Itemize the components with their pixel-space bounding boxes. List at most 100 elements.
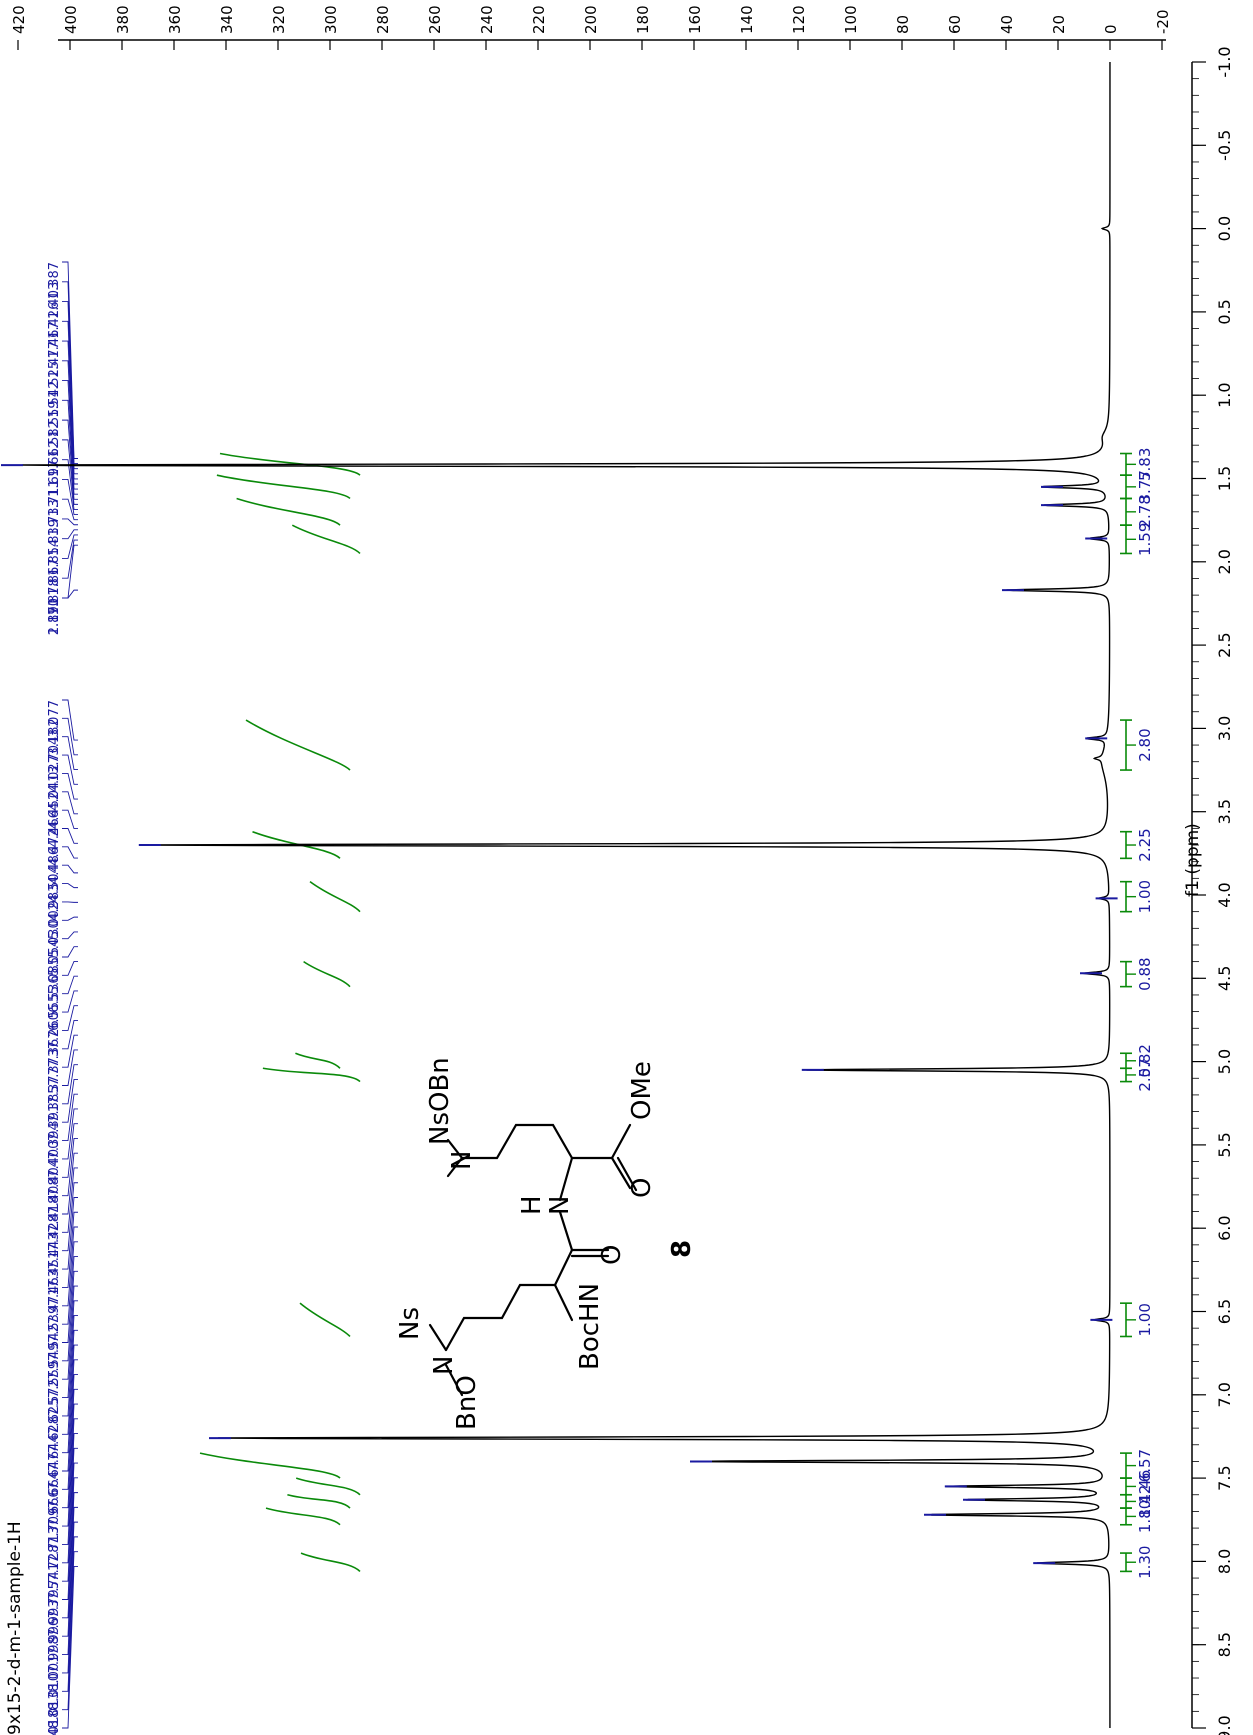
- peak-leader: [62, 478, 78, 516]
- peak-label: 1.697: [47, 460, 62, 497]
- peak-label: 1.582: [47, 420, 62, 457]
- structure-bond: [428, 1323, 448, 1352]
- structure-label-ns-top: Ns: [425, 1112, 455, 1145]
- structure-bond: [553, 1283, 574, 1322]
- intensity-tick-label: 160: [686, 5, 704, 34]
- integral-value-label: 1.80: [1136, 1500, 1154, 1533]
- integral-curve: [199, 1452, 341, 1479]
- peak-leader: [62, 1152, 78, 1215]
- integral-value-label: 1.00: [1136, 1303, 1154, 1336]
- peak-label: 2.170: [47, 598, 62, 635]
- integral-value-label: 5.83: [1136, 448, 1154, 481]
- peak-leader: [62, 1565, 78, 1729]
- peak-label: 1.559: [47, 400, 62, 437]
- integral-brackets: 5.833.772.781.59 2.80 2.25 1.00 0.88 0.822.57…: [1120, 448, 1154, 1579]
- peak-label: 7.391: [47, 1104, 62, 1141]
- structure-label-bno: BnO: [452, 1375, 482, 1430]
- integral-value-label: 1.46: [1136, 1470, 1154, 1503]
- peak-label: 1.711: [47, 479, 62, 516]
- peak-label: 4.027: [47, 755, 62, 792]
- peak-label: 7.451: [47, 1251, 62, 1288]
- peak-leader: [62, 399, 78, 495]
- peak-leader: [62, 1433, 78, 1564]
- peak-leader: [62, 459, 78, 510]
- peak-leader: [62, 1226, 78, 1307]
- integral-curve: [265, 1507, 341, 1526]
- peak-leader: [62, 1536, 78, 1692]
- peak-leader: [62, 1064, 78, 1105]
- peak-label: 8.024: [47, 1728, 62, 1735]
- integral-value-label: 0.82: [1136, 1044, 1154, 1077]
- figure-label: 9x15-2-d-m-1-sample-1H: [5, 1521, 25, 1735]
- peak-label: 1.733: [47, 499, 62, 536]
- peak-label: 7.260: [47, 1012, 62, 1049]
- peak-leader: [62, 1256, 78, 1343]
- structure-bond: [616, 1156, 638, 1192]
- peak-label: 8.018: [47, 1710, 62, 1735]
- peak-leader: [62, 1034, 78, 1068]
- intensity-tick-label: 180: [634, 5, 652, 34]
- peak-leader: [62, 1182, 78, 1252]
- intensity-tick-label: 340: [218, 5, 236, 34]
- peak-leader: [62, 1211, 78, 1288]
- peak-label: 7.713: [47, 1526, 62, 1563]
- peak-leader: [62, 1049, 78, 1086]
- ppm-tick-label: 4.5: [1215, 966, 1234, 991]
- peak-label-column: 1.3871.4031.4261.4671.4771.5251.5421.559…: [47, 261, 78, 1735]
- peak-leader: [62, 960, 78, 976]
- peak-leader: [62, 1506, 78, 1656]
- intensity-tick-label: 220: [530, 5, 548, 34]
- peak-leader: [62, 1300, 78, 1399]
- peak-label: 7.628: [47, 1416, 62, 1453]
- structure-label-n-top: N: [447, 1151, 477, 1170]
- peak-leader: [62, 772, 78, 800]
- peak-leader: [62, 916, 78, 921]
- peak-label: 7.418: [47, 1196, 62, 1233]
- peak-label: 1.867: [47, 558, 62, 595]
- peak-leader: [62, 1019, 78, 1050]
- peak-label: 7.664: [47, 1471, 62, 1508]
- intensity-tick-label: 0: [1102, 24, 1120, 34]
- intensity-tick-label: 380: [114, 5, 132, 34]
- peak-leader: [62, 736, 78, 771]
- peak-label: 7.404: [47, 1159, 62, 1196]
- structure-bond: [610, 1156, 632, 1190]
- ppm-tick-label: 2.0: [1215, 549, 1234, 574]
- structure-bond: [553, 1248, 574, 1287]
- peak-label: 1.387: [47, 262, 62, 299]
- peak-label: 3.077: [47, 700, 62, 737]
- integral-value-label: 1.42: [1136, 1485, 1154, 1518]
- integral-value-label: 0.88: [1136, 957, 1154, 990]
- integral-curve: [303, 960, 351, 988]
- structure-label-o-amide: O: [597, 1245, 627, 1265]
- intensity-tick-label: 100: [842, 5, 860, 34]
- peak-label: 4.504: [47, 865, 62, 902]
- peak-leader: [62, 809, 78, 830]
- intensity-tick-label: 60: [946, 15, 964, 34]
- intensity-tick-label: 200: [582, 5, 600, 34]
- integral-value-label: 6.57: [1136, 1449, 1154, 1482]
- integral-curve: [262, 1067, 361, 1083]
- peak-label: 1.426: [47, 302, 62, 339]
- peak-leader: [62, 1197, 78, 1270]
- peak-leader: [62, 754, 78, 785]
- intensity-tick-label: 40: [998, 15, 1016, 34]
- peak-label: 7.559: [47, 1361, 62, 1398]
- peak-label: 1.662: [47, 440, 62, 477]
- integral-value-label: 1.00: [1136, 880, 1154, 913]
- peak-leader: [62, 1462, 78, 1600]
- peak-label: 7.993: [47, 1600, 62, 1637]
- ppm-tick-label: 0.0: [1215, 216, 1234, 241]
- integral-value-label: 2.80: [1136, 728, 1154, 761]
- integral-curve: [295, 1477, 361, 1496]
- ppm-tick-label: 2.5: [1215, 632, 1234, 657]
- peak-label: 4.486: [47, 847, 62, 884]
- ppm-tick-label: 1.0: [1215, 382, 1234, 407]
- integral-curve: [300, 1552, 361, 1573]
- peak-label: 1.854: [47, 539, 62, 576]
- peak-label: 7.373: [47, 1049, 62, 1086]
- x-axis-label: f1 (ppm): [1183, 823, 1203, 897]
- peak-label: 6.536: [47, 975, 62, 1012]
- peak-leader: [62, 1241, 78, 1325]
